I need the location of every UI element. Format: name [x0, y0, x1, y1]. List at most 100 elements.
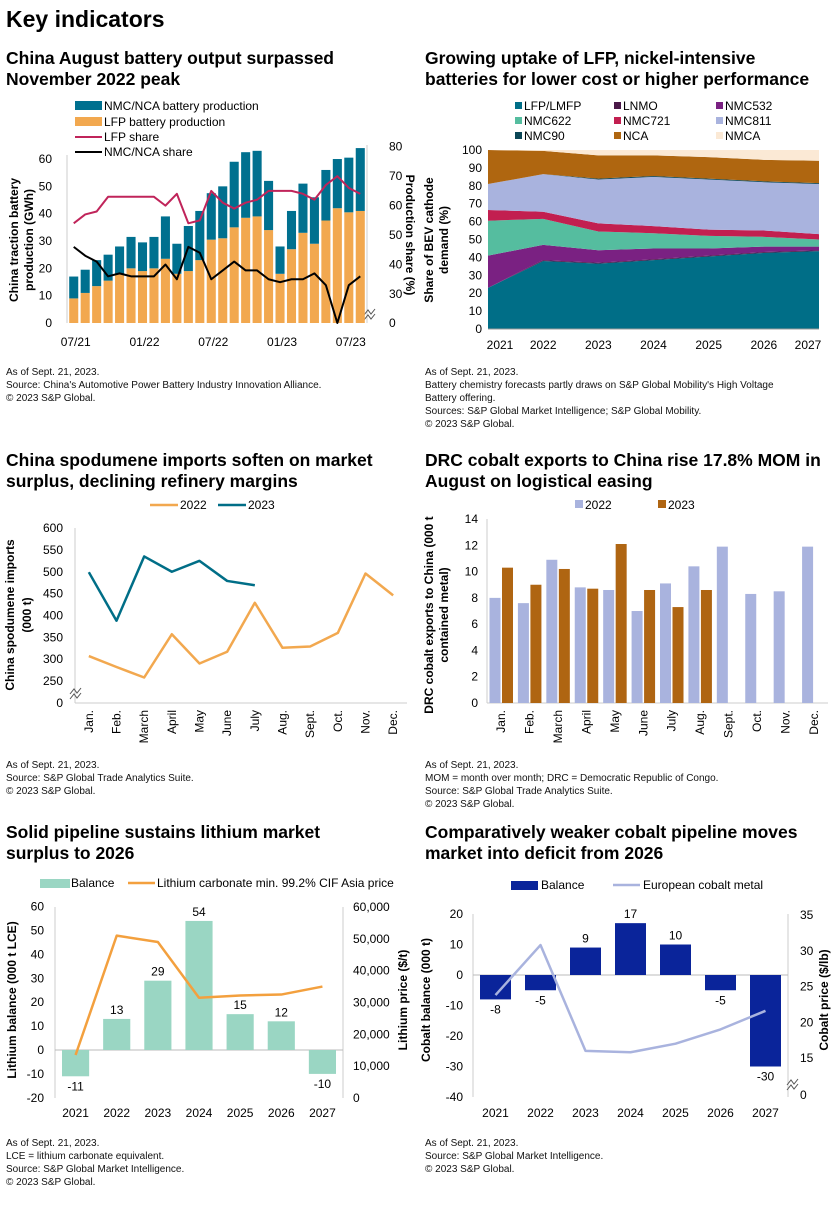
legend-swatch	[614, 117, 621, 124]
title-line: market into deficit from 2026	[425, 843, 664, 863]
bar-lfp-production	[298, 232, 308, 323]
legend-label: NMC622	[524, 114, 572, 128]
bar-lfp-production	[69, 298, 79, 323]
x-tick-label: Oct.	[331, 710, 345, 732]
bar-balance	[103, 1018, 131, 1050]
y-axis-label: production (GWh)	[22, 189, 36, 291]
x-tick-label: June	[636, 710, 650, 736]
y-axis-label: Lithium balance (000 t LCE)	[5, 921, 19, 1078]
y-tick-label: 350	[43, 630, 63, 644]
bar-2023	[700, 589, 712, 703]
footnote-line: © 2023 S&P Global.	[6, 786, 96, 797]
bar-lfp-production	[229, 227, 239, 323]
y-tick-label: 70	[469, 197, 483, 211]
bar-lfp-production	[286, 249, 297, 323]
bar-2023	[587, 588, 599, 703]
y-tick-label: 0	[45, 316, 52, 330]
y2-axis-label: Lithium price ($/t)	[396, 950, 410, 1051]
data-label: 29	[151, 965, 165, 979]
x-tick-label: 2027	[752, 1106, 779, 1120]
line-2022	[88, 572, 394, 679]
bar-nmc-nca-production	[355, 148, 365, 211]
y2-tick-label: 40	[389, 258, 403, 272]
title-line: DRC cobalt exports to China rise 17.8% M…	[425, 450, 821, 470]
data-label: 15	[233, 998, 247, 1012]
area-lfp-lmfp	[488, 251, 819, 329]
y-tick-label: 600	[43, 521, 63, 535]
x-tick-label: May	[193, 710, 207, 733]
x-tick-label: Jan.	[494, 710, 508, 733]
bar-lfp-production	[309, 243, 319, 323]
y-tick-label: 50	[39, 179, 53, 193]
x-tick-label: Feb.	[110, 710, 124, 734]
data-label: -5	[715, 993, 726, 1007]
bar-2022	[745, 593, 757, 703]
bar-nmc-nca-production	[172, 243, 182, 274]
x-tick-label: March	[137, 710, 151, 743]
y-tick-label: 60	[39, 152, 53, 166]
y2-tick-label: 60	[389, 199, 403, 213]
chart-spodumene-imports: 0 250 300 350 400 450 500 550 600 Jan. Feb. March Ap…	[3, 498, 407, 743]
x-tick-label: 2027	[309, 1106, 336, 1120]
y2-tick-label: 50,000	[353, 932, 390, 946]
y2-tick-label: 20	[800, 1015, 814, 1029]
footnote-line: As of Sept. 21, 2023.	[6, 760, 100, 771]
bar-2022	[489, 597, 501, 703]
y-tick-label: 550	[43, 543, 63, 557]
bar-2023	[558, 568, 570, 703]
x-tick-label: 2024	[186, 1106, 213, 1120]
bar-lfp-production	[275, 273, 285, 323]
y-tick-label: 20	[469, 286, 483, 300]
y-tick-label: 6	[471, 617, 478, 631]
bar-balance	[705, 975, 736, 991]
y-axis-label: Share of BEV cathode	[422, 177, 436, 303]
legend-label: NMC532	[725, 99, 773, 113]
bar-lfp-production	[332, 208, 342, 323]
bar-lfp-production	[137, 271, 148, 323]
x-tick-label: Nov.	[778, 710, 792, 734]
area-nmc811	[488, 174, 819, 235]
chart-battery-output: 0 10 20 30 40 50 60 0 30 40 50 60 70 80 07/21 01/22 07/2…	[7, 99, 417, 349]
x-tick-label: 01/23	[267, 335, 297, 349]
bar-nmc-nca-production	[252, 150, 262, 217]
bar-nmc-nca-production	[206, 193, 216, 240]
bar-2022	[603, 589, 615, 703]
y2-tick-label: 30,000	[353, 996, 390, 1010]
chart-title-drc-cobalt: DRC cobalt exports to China rise 17.8% M…	[425, 450, 840, 492]
bar-nmc-nca-production	[218, 186, 228, 239]
title-line: Growing uptake of LFP, nickel-intensive	[425, 48, 756, 68]
bar-lfp-production	[206, 239, 216, 323]
y-tick-label: 0	[475, 322, 482, 336]
legend-swatch	[614, 132, 621, 139]
x-tick-label: Oct.	[750, 710, 764, 732]
legend-swatch	[515, 117, 522, 124]
y-tick-label: 10	[469, 304, 483, 318]
x-tick-label: July	[665, 710, 679, 731]
x-tick-label: April	[579, 710, 593, 734]
data-label: 12	[275, 1005, 289, 1019]
y-tick-label: 4	[471, 643, 478, 657]
bar-2022	[773, 591, 785, 703]
bar-balance	[267, 1021, 295, 1050]
area-nmc90	[488, 174, 819, 185]
legend-label: NMC721	[623, 114, 671, 128]
legend-swatch	[511, 881, 538, 890]
bar-lfp-production	[103, 280, 113, 323]
x-tick-label: 01/22	[129, 335, 159, 349]
legend-swatch	[716, 102, 723, 109]
y-axis-label: demand (%)	[437, 206, 451, 274]
axis-break-icon	[786, 1078, 799, 1091]
y-axis-label: contained metal)	[437, 567, 451, 662]
footnote-line: Source: S&P Global Market Intelligence.	[6, 1164, 185, 1175]
x-tick-label: 2025	[227, 1106, 254, 1120]
bar-2022	[546, 559, 558, 703]
footnote: As of Sept. 21, 2023. Battery chemistry …	[425, 366, 835, 431]
footnote-line: Source: China's Automotive Power Battery…	[6, 380, 322, 391]
y2-tick-label: 60,000	[353, 900, 390, 914]
footnote-line: As of Sept. 21, 2023.	[6, 367, 100, 378]
data-label: -8	[490, 1002, 501, 1016]
bar-balance	[660, 944, 691, 975]
y-tick-label: 50	[31, 924, 45, 938]
y2-axis-label: Production share (%)	[403, 175, 417, 296]
